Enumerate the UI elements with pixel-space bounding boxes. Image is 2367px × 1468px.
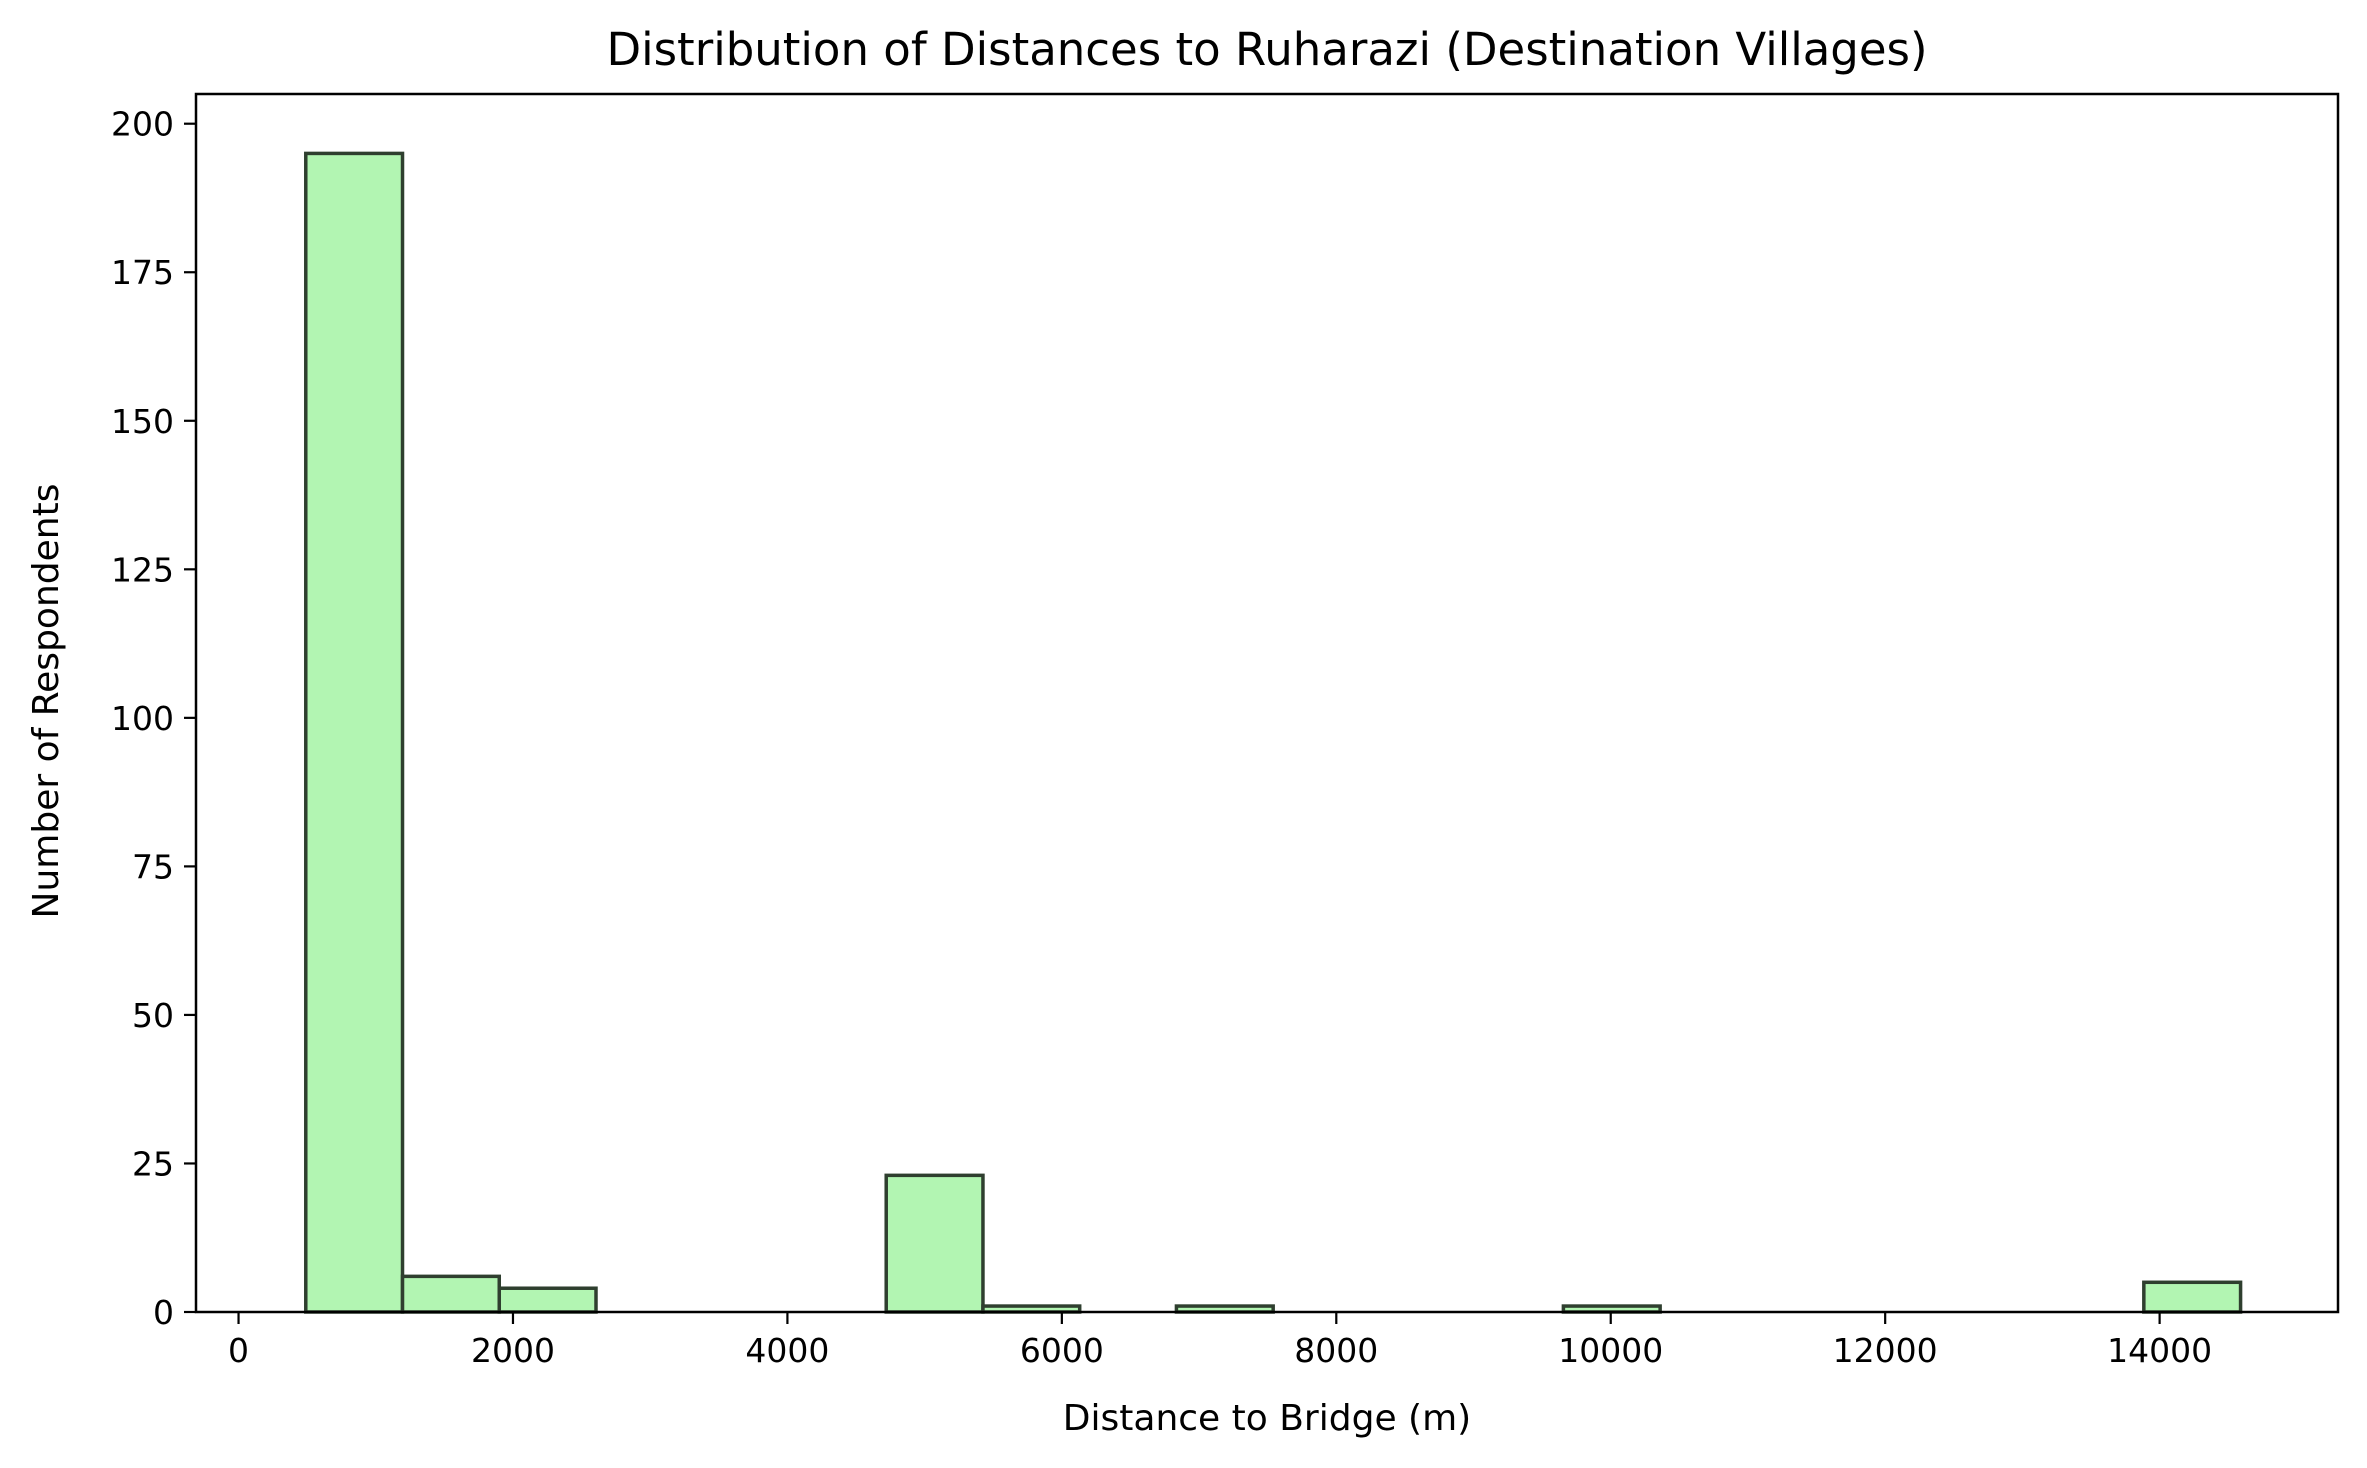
chart-title: Distribution of Distances to Ruharazi (D… (606, 23, 1927, 76)
y-tick-label-5: 125 (111, 550, 174, 589)
histogram-bar-0 (304, 151, 405, 1314)
bar-series (304, 151, 2243, 1314)
x-tick-label-5: 10000 (1558, 1331, 1663, 1370)
x-tick-label-2: 4000 (745, 1331, 829, 1370)
histogram-bar-2 (497, 1286, 598, 1314)
histogram-bar-6 (884, 1173, 985, 1314)
y-tick-label-0: 0 (153, 1293, 174, 1332)
x-tick-label-1: 2000 (471, 1331, 555, 1370)
x-tick-label-7: 14000 (2107, 1331, 2212, 1370)
histogram-bar-19 (2142, 1280, 2243, 1314)
x-axis-label: Distance to Bridge (m) (1063, 1398, 1471, 1439)
x-tick-label-0: 0 (228, 1331, 249, 1370)
y-axis: 0 25 50 75 100 125 150 175 200 (111, 105, 196, 1332)
x-tick-label-3: 6000 (1020, 1331, 1104, 1370)
x-axis: 0 2000 4000 6000 8000 10000 12000 14000 (228, 1312, 2212, 1370)
y-tick-label-7: 175 (111, 253, 174, 292)
x-tick-label-6: 12000 (1833, 1331, 1938, 1370)
histogram-bar-1 (400, 1274, 502, 1314)
y-tick-label-3: 75 (132, 847, 174, 886)
y-tick-label-2: 50 (132, 996, 174, 1035)
y-axis-label: Number of Respondents (26, 484, 67, 919)
x-tick-label-4: 8000 (1294, 1331, 1378, 1370)
y-tick-label-8: 200 (111, 105, 174, 144)
y-tick-label-1: 25 (132, 1144, 174, 1183)
plot-area-frame (194, 92, 2340, 1314)
y-tick-label-4: 100 (111, 699, 174, 738)
y-tick-label-6: 150 (111, 402, 174, 441)
